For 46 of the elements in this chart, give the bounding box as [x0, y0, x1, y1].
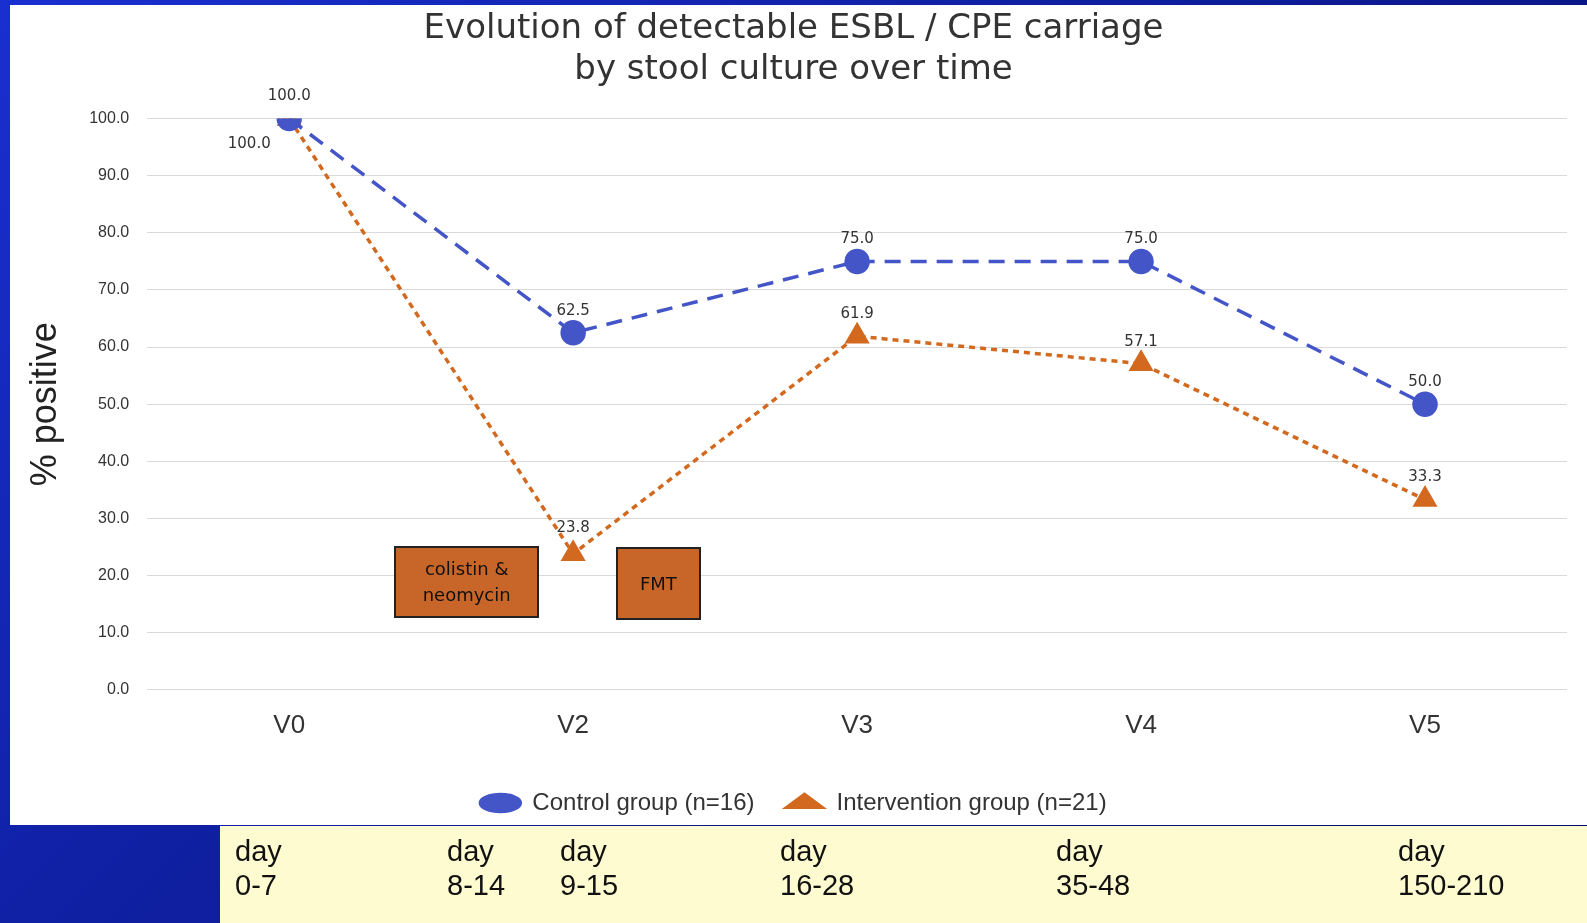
text: day 9-15 — [560, 834, 619, 902]
text: day 35-48 — [1056, 834, 1131, 902]
text: day 150-210 — [1398, 834, 1505, 902]
label-box: FMT — [615, 547, 701, 621]
y-tick-label: 90.0 — [98, 166, 130, 184]
y-tick-label: 80.0 — [98, 223, 130, 241]
point — [560, 320, 586, 346]
data-label: 23.8 — [556, 517, 590, 536]
text: Evolution of detectable ESBL / CPE carriage — [423, 6, 1164, 47]
data-label: 75.0 — [1124, 229, 1158, 248]
data-label: 50.0 — [1408, 372, 1442, 391]
label-box: colistin & neomycin — [394, 545, 540, 619]
y-tick-label: 40.0 — [98, 451, 130, 469]
x-tick-label: V0 — [273, 708, 306, 739]
y-tick-label: 50.0 — [98, 394, 130, 412]
data-label: 61.9 — [840, 304, 874, 323]
point — [1128, 248, 1154, 275]
legend-label: Control group (n=16) — [532, 787, 755, 815]
point — [844, 248, 870, 275]
text: day 0-7 — [235, 834, 282, 902]
x-tick-label: V2 — [557, 708, 590, 739]
x-tick-label: V3 — [841, 708, 874, 739]
text: day 16-28 — [780, 834, 855, 902]
data-label: 75.0 — [840, 229, 874, 248]
point — [845, 323, 869, 344]
y-tick-label: 0.0 — [106, 680, 130, 698]
y-axis-title: % positive — [22, 322, 64, 487]
y-tick-label: 100.0 — [89, 109, 130, 127]
point — [1412, 391, 1438, 417]
y-tick-label: 30.0 — [98, 508, 130, 526]
text: by stool culture over time — [574, 47, 1013, 88]
data-label: 62.5 — [556, 300, 590, 319]
data-label: 100.0 — [227, 134, 271, 153]
legend-label: Intervention group (n=21) — [836, 787, 1107, 815]
text: day 8-14 — [447, 834, 506, 902]
data-label: 57.1 — [1124, 331, 1158, 350]
x-tick-label: V5 — [1409, 708, 1441, 739]
point — [561, 541, 585, 562]
y-tick-label: 10.0 — [98, 623, 130, 641]
y-tick-label: 70.0 — [98, 280, 130, 298]
point — [1413, 486, 1437, 507]
data-label: 100.0 — [267, 86, 311, 105]
x-tick-label: V4 — [1125, 708, 1157, 739]
y-tick-label: 60.0 — [98, 337, 130, 355]
data-label: 33.3 — [1408, 467, 1442, 486]
y-tick-label: 20.0 — [98, 565, 130, 583]
